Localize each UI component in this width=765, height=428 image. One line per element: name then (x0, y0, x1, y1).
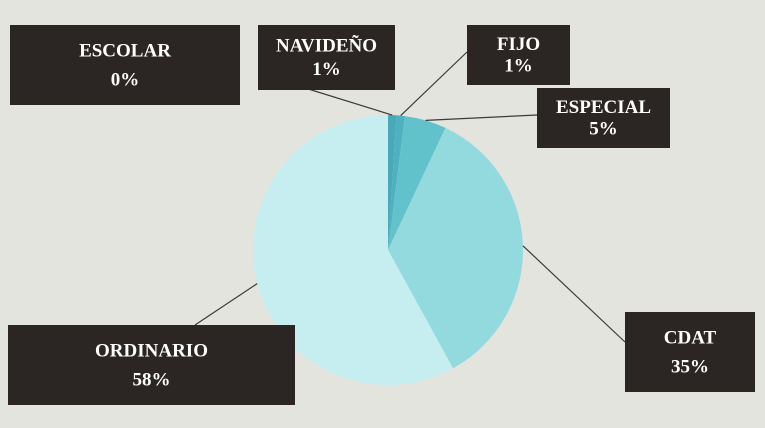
leader-line (194, 283, 258, 326)
label-name: ESCOLAR (79, 41, 171, 62)
label-box (467, 25, 570, 85)
leader-line (522, 245, 626, 343)
pie-slice (388, 127, 523, 369)
leader-line (400, 51, 468, 117)
label-name: FIJO (497, 34, 540, 55)
label-box (8, 325, 295, 405)
pie-slice (252, 115, 454, 385)
label-box (625, 312, 755, 392)
leader-line (425, 114, 538, 121)
label-box (537, 88, 670, 148)
label-percent: 58% (133, 369, 171, 390)
pie-slice (388, 116, 446, 250)
label-name: ESPECIAL (556, 97, 651, 118)
pie-slice (388, 115, 405, 250)
label-name: ORDINARIO (95, 341, 208, 362)
pie-slice (388, 115, 397, 250)
leader-line (304, 87, 393, 116)
label-percent: 1% (312, 59, 341, 80)
label-name: CDAT (664, 328, 717, 349)
label-percent: 1% (504, 55, 533, 76)
label-percent: 35% (671, 356, 709, 377)
label-box (258, 25, 395, 90)
label-box (10, 25, 240, 105)
label-percent: 5% (589, 118, 618, 139)
label-percent: 0% (111, 69, 140, 90)
label-name: NAVIDEÑO (276, 34, 377, 56)
